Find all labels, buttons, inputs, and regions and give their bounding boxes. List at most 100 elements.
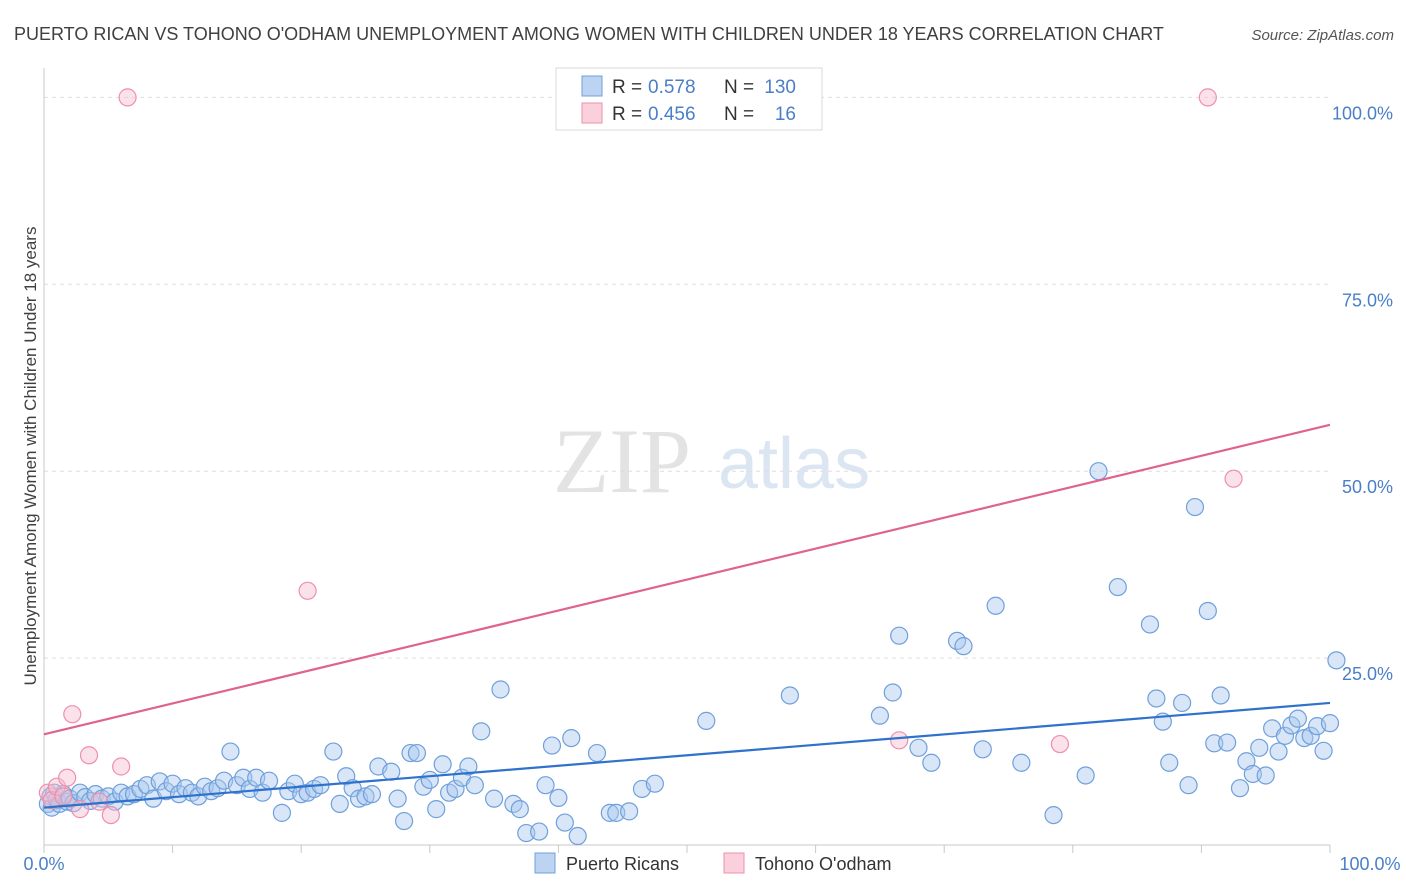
x-tick-label-max: 100.0%	[1339, 854, 1400, 874]
y-tick-label: 75.0%	[1342, 290, 1393, 310]
data-point-puerto-ricans	[388, 789, 407, 808]
legend-r-label-puerto-ricans: R =	[612, 77, 642, 98]
data-point-puerto-ricans	[1314, 741, 1333, 760]
data-point-tohono-oodham	[112, 757, 131, 776]
chart-source: Source: ZipAtlas.com	[1251, 27, 1394, 44]
data-point-puerto-ricans	[1230, 779, 1250, 798]
data-point-puerto-ricans	[883, 683, 902, 702]
data-point-puerto-ricans	[459, 757, 478, 776]
data-point-puerto-ricans	[234, 768, 253, 787]
data-point-puerto-ricans	[1185, 497, 1205, 517]
data-point-puerto-ricans	[330, 794, 349, 813]
watermark-atlas: atlas	[718, 424, 870, 504]
legend-r-label-tohono-oodham: R =	[612, 104, 642, 125]
data-point-puerto-ricans	[1269, 742, 1288, 761]
data-point-puerto-ricans	[954, 637, 973, 656]
data-point-puerto-ricans	[259, 771, 279, 790]
data-point-tohono-oodham	[79, 746, 99, 765]
data-point-tohono-oodham	[54, 787, 73, 806]
y-tick-label: 100.0%	[1332, 103, 1393, 123]
data-point-puerto-ricans	[394, 811, 414, 831]
data-point-puerto-ricans	[433, 755, 452, 774]
data-point-tohono-oodham	[58, 768, 77, 787]
data-point-puerto-ricans	[1076, 766, 1095, 785]
series-tohono-oodham-points	[38, 88, 1243, 825]
data-point-tohono-oodham	[47, 777, 66, 796]
y-axis-label: Unemployment Among Women with Children U…	[21, 227, 40, 686]
data-point-puerto-ricans	[1140, 615, 1160, 634]
data-point-puerto-ricans	[1282, 716, 1301, 735]
data-point-puerto-ricans	[382, 762, 401, 781]
watermark-zip: ZIP	[553, 410, 691, 512]
trendline-puerto-ricans	[43, 701, 1331, 809]
legend-r-value-puerto-ricans: 0.578	[648, 77, 696, 98]
data-point-puerto-ricans	[446, 779, 465, 799]
data-point-puerto-ricans	[1205, 734, 1224, 753]
trendline-tohono-oodham	[43, 423, 1331, 736]
data-point-puerto-ricans	[1012, 753, 1031, 772]
legend-n-label-tohono-oodham: N =	[724, 104, 754, 125]
data-point-puerto-ricans	[555, 813, 574, 832]
data-point-puerto-ricans	[530, 822, 549, 841]
data-point-puerto-ricans	[870, 706, 890, 725]
data-point-puerto-ricans	[1044, 805, 1063, 825]
data-point-puerto-ricans	[1250, 738, 1269, 757]
data-point-puerto-ricans	[272, 803, 292, 822]
data-point-puerto-ricans	[1089, 462, 1108, 481]
data-point-tohono-oodham	[298, 581, 317, 600]
data-point-puerto-ricans	[568, 826, 587, 846]
y-tick-label: 50.0%	[1342, 477, 1393, 497]
data-point-puerto-ricans	[221, 742, 240, 761]
x-axis-ticks	[43, 845, 1331, 853]
data-point-puerto-ricans	[420, 770, 439, 790]
legend-r-value-tohono-oodham: 0.456	[648, 104, 696, 125]
data-point-puerto-ricans	[645, 774, 664, 793]
data-point-puerto-ricans	[1198, 601, 1217, 621]
data-point-tohono-oodham	[1224, 469, 1243, 488]
data-point-puerto-ricans	[1108, 577, 1127, 597]
bottom-legend: Puerto Ricans Tohono O'odham	[534, 852, 892, 874]
chart-title: PUERTO RICAN VS TOHONO O'ODHAM UNEMPLOYM…	[14, 24, 1164, 44]
data-point-puerto-ricans	[600, 803, 619, 822]
bottom-legend-swatch-puerto-ricans	[534, 852, 556, 874]
data-point-puerto-ricans	[1327, 651, 1346, 670]
data-point-puerto-ricans	[465, 776, 484, 795]
bottom-legend-swatch-tohono-oodham	[723, 852, 745, 874]
gridlines	[44, 96, 1330, 659]
data-point-puerto-ricans	[536, 776, 555, 795]
data-point-puerto-ricans	[890, 626, 909, 645]
data-point-puerto-ricans	[510, 800, 529, 819]
series-puerto-ricans-points	[38, 462, 1346, 846]
x-tick-label-min: 0.0%	[23, 854, 64, 874]
legend-swatch-puerto-ricans	[581, 75, 603, 97]
data-point-puerto-ricans	[1211, 686, 1230, 705]
data-point-puerto-ricans	[922, 753, 941, 772]
data-point-tohono-oodham	[63, 705, 82, 724]
data-point-tohono-oodham	[42, 791, 61, 810]
data-point-puerto-ricans	[542, 736, 562, 755]
data-point-puerto-ricans	[1301, 726, 1320, 745]
data-point-puerto-ricans	[407, 743, 427, 763]
data-point-puerto-ricans	[472, 722, 491, 741]
data-point-puerto-ricans	[1320, 714, 1340, 733]
legend-box: R = 0.578 N = 130 R = 0.456 N = 16	[555, 67, 823, 131]
data-point-tohono-oodham	[1050, 734, 1070, 754]
legend-n-value-puerto-ricans: 130	[764, 77, 796, 98]
data-point-puerto-ricans	[1179, 776, 1198, 795]
data-point-puerto-ricans	[1218, 733, 1237, 752]
data-point-tohono-oodham	[101, 805, 120, 825]
legend-n-value-tohono-oodham: 16	[775, 104, 796, 125]
y-tick-labels: 25.0% 50.0% 75.0% 100.0%	[1332, 103, 1393, 684]
data-point-tohono-oodham	[1198, 88, 1217, 107]
data-point-puerto-ricans	[362, 785, 382, 804]
data-point-tohono-oodham	[118, 88, 137, 107]
data-point-puerto-ricans	[1173, 693, 1192, 713]
data-point-puerto-ricans	[427, 800, 446, 819]
data-point-puerto-ricans	[587, 743, 607, 763]
data-point-puerto-ricans	[1288, 709, 1307, 728]
data-point-puerto-ricans	[620, 802, 639, 821]
data-point-puerto-ricans	[697, 711, 716, 730]
data-point-puerto-ricans	[909, 738, 928, 757]
bottom-legend-label-puerto-ricans: Puerto Ricans	[566, 854, 679, 874]
